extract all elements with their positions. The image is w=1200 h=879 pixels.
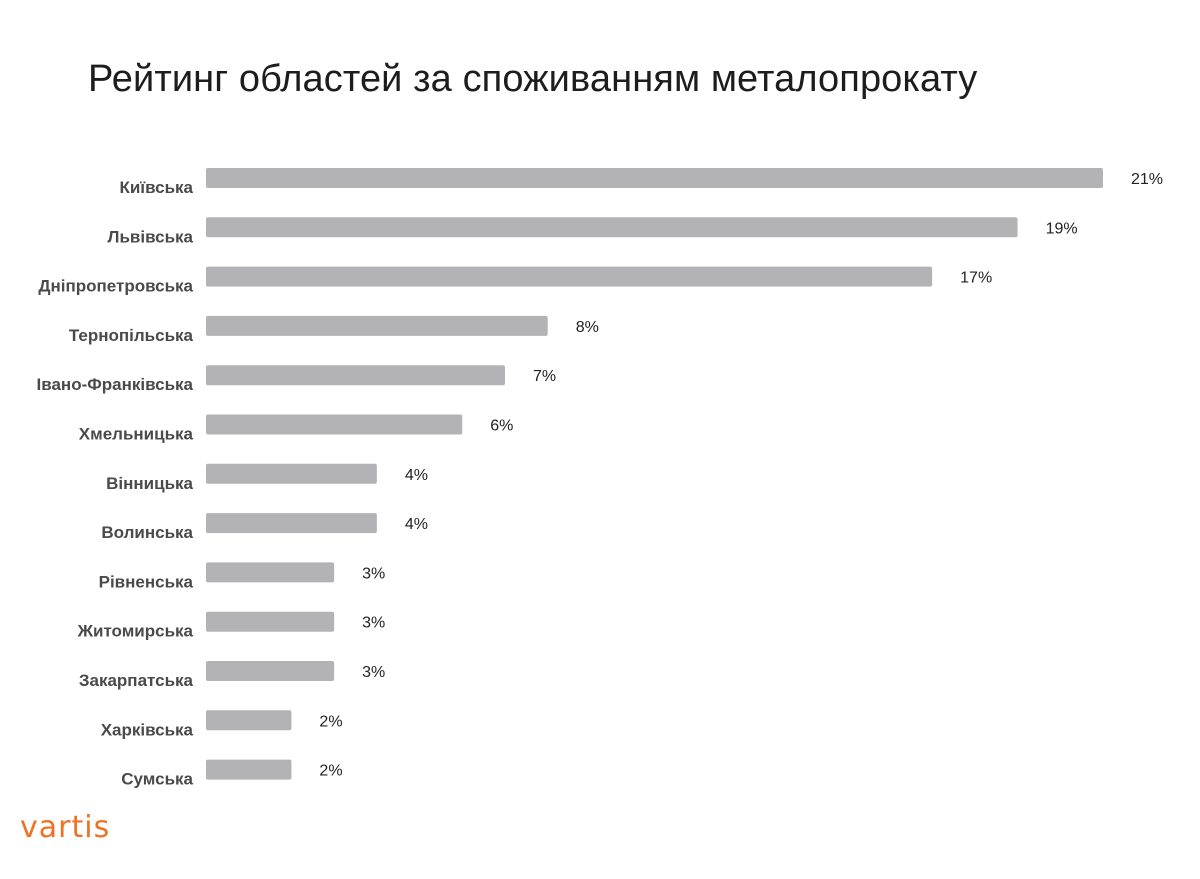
bar — [206, 611, 335, 632]
value-label: 8% — [576, 319, 599, 336]
bar — [206, 315, 548, 336]
bar — [206, 513, 377, 534]
category-label: Вінницька — [106, 474, 193, 493]
bar — [206, 217, 1018, 238]
value-label: 19% — [1046, 220, 1078, 237]
value-label: 4% — [405, 467, 428, 484]
category-label: Львівська — [108, 227, 194, 246]
value-label: 21% — [1131, 171, 1163, 188]
value-label: 6% — [490, 418, 513, 435]
value-label: 7% — [533, 368, 556, 385]
value-label: 3% — [362, 615, 385, 632]
bar — [206, 661, 335, 681]
bar — [206, 365, 505, 386]
category-label: Житомирська — [77, 622, 194, 641]
category-label: Волинська — [101, 523, 193, 542]
chart-title: Рейтинг областей за споживанням металопр… — [88, 58, 978, 100]
value-label: 3% — [362, 565, 385, 582]
category-label: Івано-Франківська — [37, 375, 194, 394]
bar — [206, 414, 463, 435]
bar — [206, 759, 292, 780]
value-label: 2% — [319, 763, 342, 780]
bar — [206, 562, 335, 583]
vartis-logo: vartis — [20, 810, 111, 845]
value-label: 3% — [362, 664, 385, 681]
bar — [206, 266, 933, 287]
category-label: Закарпатська — [79, 671, 194, 690]
category-label: Рівненська — [99, 572, 194, 591]
value-label: 17% — [960, 270, 992, 287]
category-label: Дніпропетровська — [38, 277, 193, 296]
category-label: Харківська — [101, 720, 194, 739]
category-label: Київська — [119, 178, 193, 197]
bar — [206, 168, 1103, 188]
category-label: Сумська — [121, 770, 193, 789]
category-label: Тернопільська — [69, 326, 194, 345]
bar — [206, 463, 377, 484]
value-label: 4% — [405, 516, 428, 533]
category-label: Хмельницька — [79, 425, 194, 444]
value-label: 2% — [319, 713, 342, 730]
bar — [206, 710, 292, 731]
